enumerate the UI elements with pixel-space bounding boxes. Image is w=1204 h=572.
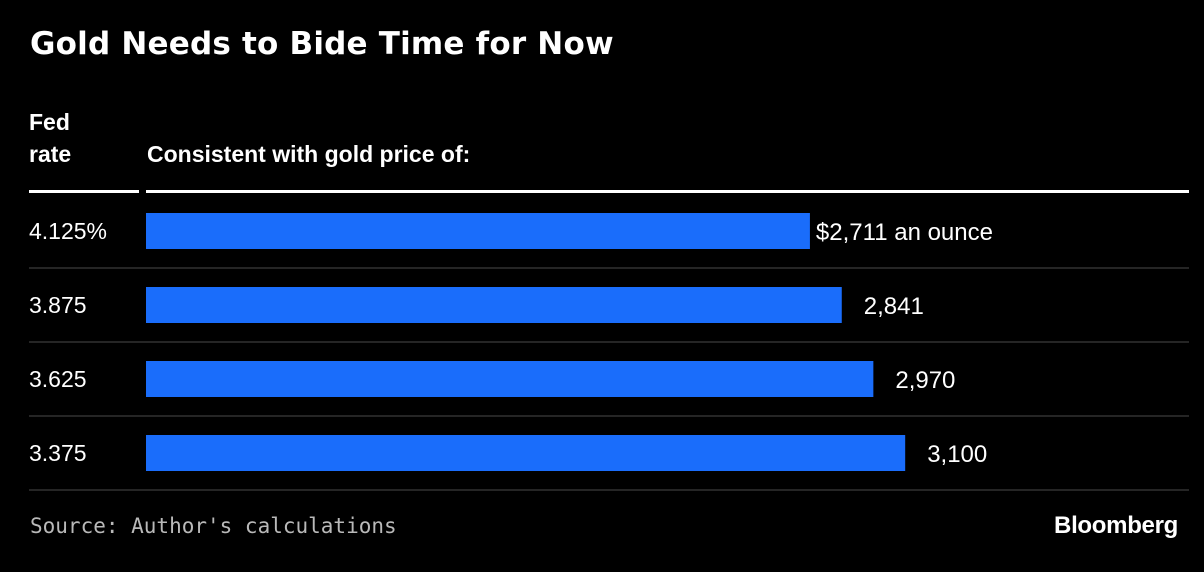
category-label: 3.375: [29, 440, 87, 466]
bloomberg-logo: Bloomberg: [1054, 512, 1178, 539]
bar: [146, 287, 842, 323]
chart-title: Gold Needs to Bide Time for Now: [30, 26, 614, 62]
header-rule-gap: [139, 190, 146, 193]
value-label: $2,711 an ounce: [816, 219, 993, 246]
source-note: Source: Author's calculations: [30, 514, 397, 538]
bar: [146, 435, 906, 471]
value-label: 2,970: [895, 367, 955, 394]
row-rules: [29, 267, 1189, 491]
value-labels: $2,711 an ounce 2,841 2,970 3,100: [816, 219, 993, 468]
value-label: 3,100: [927, 441, 987, 468]
category-labels: 4.125% 3.875 3.625 3.375: [29, 218, 107, 466]
category-label: 3.625: [29, 366, 87, 392]
bar: [146, 361, 874, 397]
header-rule: [29, 190, 1189, 193]
bars: [146, 213, 906, 471]
value-label: 2,841: [864, 293, 924, 320]
bar: [146, 213, 810, 249]
category-label: 3.875: [29, 292, 87, 318]
price-column-header: Consistent with gold price of:: [147, 141, 471, 167]
rate-column-header: Fed rate: [29, 109, 72, 167]
category-label: 4.125%: [29, 218, 107, 244]
